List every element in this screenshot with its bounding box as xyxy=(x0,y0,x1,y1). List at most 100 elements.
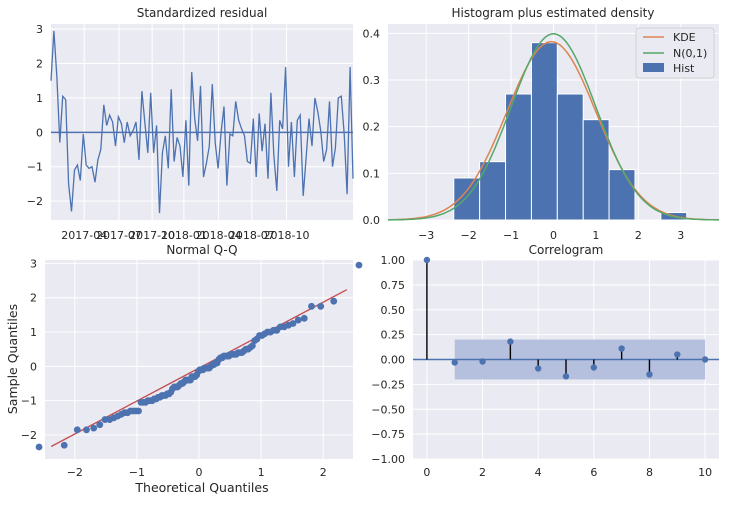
correlogram-xtick-label: 8 xyxy=(646,466,653,479)
correlogram-marks xyxy=(413,256,719,380)
qq-ytick-label: 3 xyxy=(30,257,37,270)
residual-ytick-label: −1 xyxy=(27,161,43,174)
correlogram-ytick-label: −0.50 xyxy=(371,403,405,416)
acf-marker xyxy=(646,371,653,378)
residual-ticks: −2−101232017-042017-072017-102018-012018… xyxy=(27,23,310,242)
qq-xtick-label: 0 xyxy=(196,466,203,479)
correlogram-ytick-label: 0.00 xyxy=(381,354,406,367)
acf-marker xyxy=(618,345,625,352)
qq-xtick-label: −1 xyxy=(129,466,145,479)
qq-point xyxy=(317,302,325,310)
histogram-xtick-label: 3 xyxy=(677,229,684,242)
histogram-xtick-label: −3 xyxy=(418,229,434,242)
histogram-xtick-label: 0 xyxy=(550,229,557,242)
qq-xlabel: Theoretical Quantiles xyxy=(134,480,268,495)
qq-marks xyxy=(35,261,363,451)
correlogram-xtick-label: 4 xyxy=(535,466,542,479)
histogram-ytick-label: 0.3 xyxy=(363,74,381,87)
correlogram-ytick-label: −0.75 xyxy=(371,428,405,441)
qq-ytick-label: 0 xyxy=(30,360,37,373)
qq-ylabel: Sample Quantiles xyxy=(5,304,20,414)
qq-point xyxy=(73,426,81,434)
qq-point xyxy=(330,297,338,305)
histogram-title: Histogram plus estimated density xyxy=(452,6,655,20)
histogram-bar xyxy=(479,161,507,221)
qq-point xyxy=(90,424,98,432)
residual-xtick-label: 2018-04 xyxy=(196,229,242,242)
correlogram-ytick-label: −0.25 xyxy=(371,378,405,391)
histogram-bar xyxy=(530,42,558,221)
histogram-legend: KDE N(0,1) Hist xyxy=(635,27,715,79)
histogram-xtick-label: −1 xyxy=(503,229,519,242)
correlogram-ytick-label: −1.00 xyxy=(371,453,405,466)
acf-marker xyxy=(534,365,542,372)
residual-series-line xyxy=(50,30,354,214)
qq-xtick-label: 2 xyxy=(320,466,327,479)
histogram-bar xyxy=(505,93,532,221)
acf-marker xyxy=(451,359,458,366)
correlogram-ticks: −1.00 −0.75 −0.50 −0.25 0.00 0.25 0.50 0.75 1.00… xyxy=(371,254,712,479)
histogram-xtick-label: 2 xyxy=(635,229,642,242)
qq-point xyxy=(35,443,43,451)
qq-ticks: −2 −1 0 1 2 3 −2 −1 0 1 2 xyxy=(21,257,327,479)
histogram-bar xyxy=(608,169,636,221)
qq-ytick-label: 1 xyxy=(30,326,37,339)
qq-point xyxy=(355,261,363,269)
qq-title: Normal Q-Q xyxy=(166,243,237,257)
acf-marker xyxy=(562,373,570,380)
qq-xtick-label: 1 xyxy=(258,466,265,479)
qq-ytick-label: 2 xyxy=(30,292,37,305)
acf-marker xyxy=(479,358,486,365)
qq-point xyxy=(300,314,308,322)
residual-ytick-label: 2 xyxy=(36,58,43,71)
correlogram-ytick-label: 0.50 xyxy=(381,304,406,317)
residual-xtick-label: 2018-10 xyxy=(264,229,310,242)
residual-title: Standardized residual xyxy=(137,6,268,20)
correlogram-xtick-label: 0 xyxy=(423,466,430,479)
legend-normal-label: N(0,1) xyxy=(673,47,707,60)
histogram-bar xyxy=(556,93,584,221)
qq-xtick-label: −2 xyxy=(67,466,83,479)
qq-grid xyxy=(45,260,353,459)
acf-marker xyxy=(507,338,514,345)
correlogram-ytick-label: 1.00 xyxy=(381,254,406,267)
residual-xtick-label: 2018-07 xyxy=(229,229,275,242)
acf-marker xyxy=(590,364,598,371)
residual-xtick-label: 2018-01 xyxy=(161,229,207,242)
histogram-marks xyxy=(387,33,719,221)
histogram-xtick-label: 1 xyxy=(592,229,599,242)
correlogram-xtick-label: 6 xyxy=(590,466,597,479)
acf-marker xyxy=(674,351,681,358)
residual-xtick-label: 2017-04 xyxy=(61,229,107,242)
correlogram-xtick-label: 2 xyxy=(479,466,486,479)
histogram-ticks: 0.0 0.1 0.2 0.3 0.4 −3 −2 −1 0 1 2 3 xyxy=(363,27,685,242)
residual-xtick-label: 2017-07 xyxy=(96,229,142,242)
qq-point xyxy=(135,407,142,415)
correlogram-xtick-label: 10 xyxy=(698,466,712,479)
residual-ytick-label: 1 xyxy=(36,92,43,105)
correlogram-title: Correlogram xyxy=(529,243,604,257)
residual-ytick-label: −2 xyxy=(27,195,43,208)
qq-point xyxy=(308,302,315,310)
qq-point xyxy=(289,320,297,327)
qq-ytick-label: −1 xyxy=(21,395,37,408)
qq-point xyxy=(60,441,68,449)
standardized-residual-panel: −2−101232017-042017-072017-102018-012018… xyxy=(27,6,354,242)
qq-point xyxy=(248,342,256,350)
histogram-ytick-label: 0.4 xyxy=(363,27,381,40)
histogram-xtick-label: −2 xyxy=(461,229,477,242)
residual-ytick-label: 3 xyxy=(36,23,43,36)
legend-kde-label: KDE xyxy=(673,31,696,44)
histogram-panel: 0.0 0.1 0.2 0.3 0.4 −3 −2 −1 0 1 2 3 Histogram plus… xyxy=(363,6,719,242)
qq-point xyxy=(294,316,302,324)
legend-hist-label: Hist xyxy=(673,62,695,75)
qq-panel: −2 −1 0 1 2 3 −2 −1 0 1 2 Normal Q-Q Theoretical Q… xyxy=(5,243,363,495)
normal-density-curve xyxy=(388,33,719,221)
correlogram-panel: −1.00 −0.75 −0.50 −0.25 0.00 0.25 0.50 0.75 1.00… xyxy=(371,243,719,479)
kde-curve xyxy=(387,40,719,221)
qq-point xyxy=(96,421,104,429)
correlogram-grid xyxy=(413,259,719,460)
acf-marker xyxy=(701,356,709,363)
residual-ytick-label: 0 xyxy=(36,126,43,139)
